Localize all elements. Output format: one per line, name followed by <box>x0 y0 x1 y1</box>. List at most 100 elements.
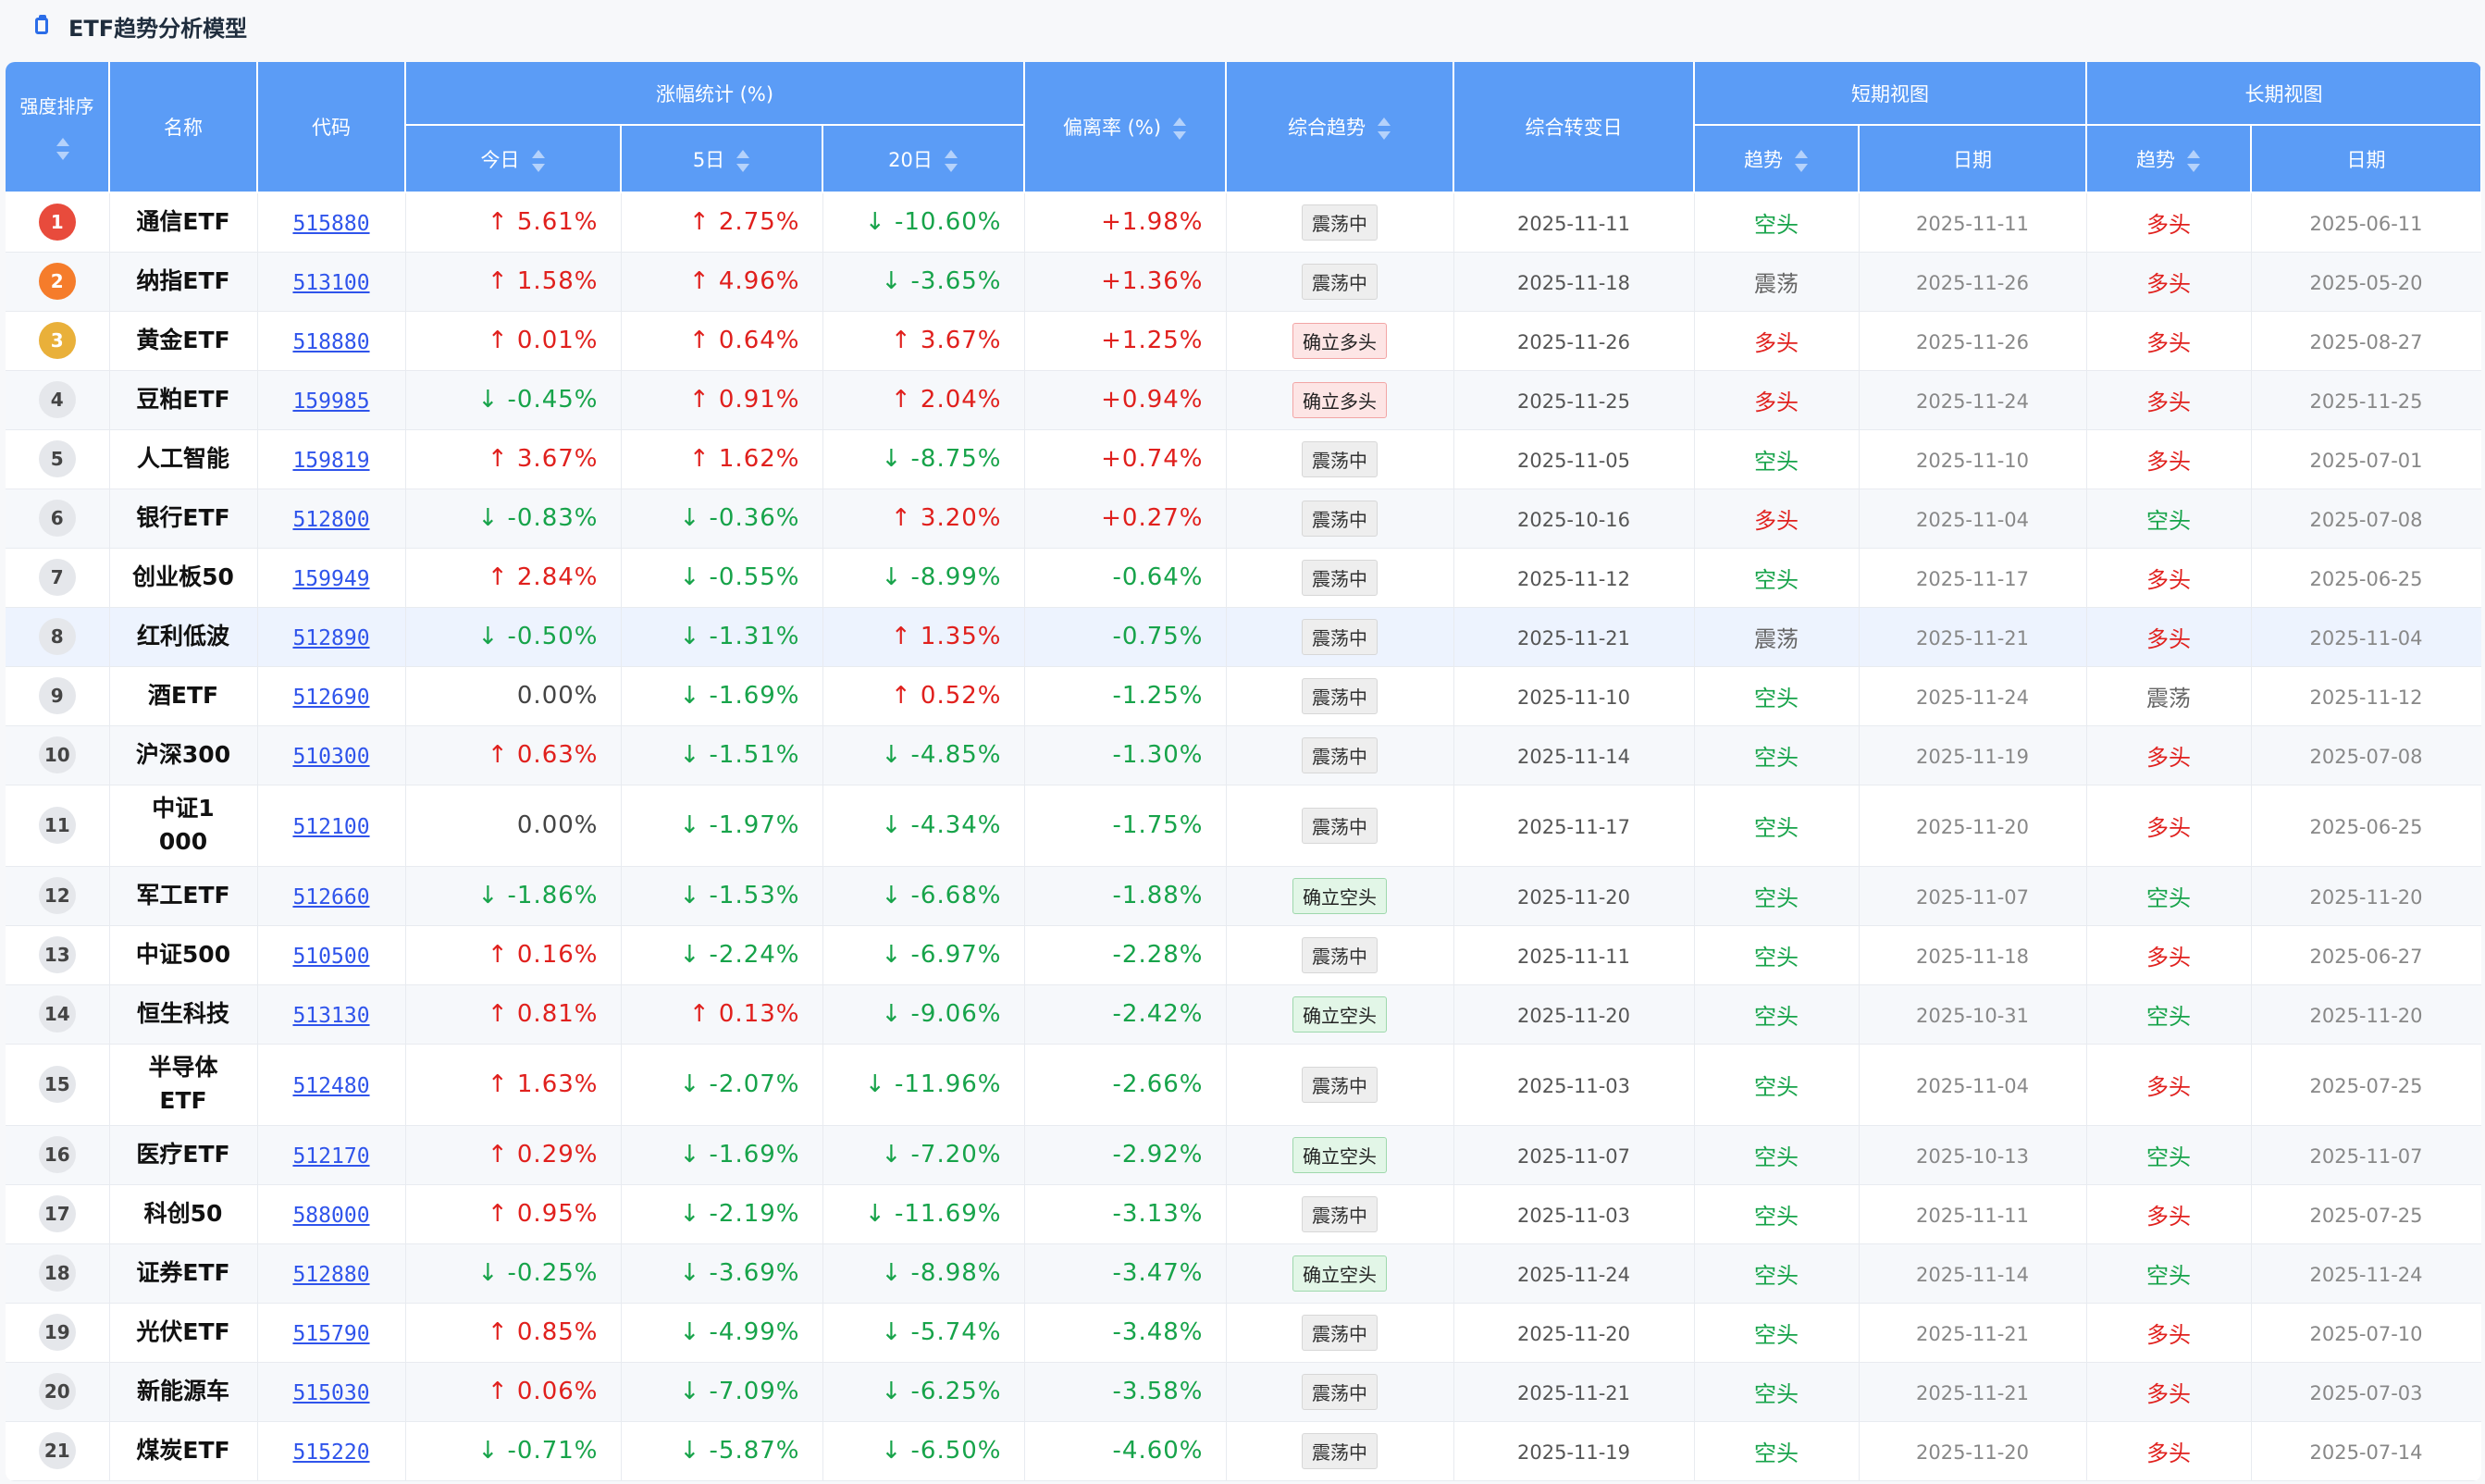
change-today-cell: ↓ -1.86% <box>405 866 622 926</box>
short-date: 2025-11-19 <box>1915 745 2030 768</box>
rank-badge: 18 <box>38 1255 76 1292</box>
table-row[interactable]: 18 证券ETF 512880 ↓ -0.25% ↓ -3.69% ↓ -8.98% -3.… <box>6 1243 2481 1304</box>
long-date-cell: 2025-06-25 <box>2251 548 2481 608</box>
deviation-value: +0.74% <box>1101 445 1204 473</box>
sort-icon[interactable] <box>1377 117 1391 140</box>
etf-name: 煤炭ETF <box>136 1437 230 1464</box>
etf-name: 恒生科技 <box>136 1000 229 1027</box>
table-row[interactable]: 13 中证500 510500 ↑ 0.16% ↓ -2.24% ↓ -6.97% -2.2… <box>6 925 2481 985</box>
rank-cell: 3 <box>6 311 110 371</box>
header-overall-trend[interactable]: 综合趋势 <box>1226 62 1455 193</box>
sort-icon[interactable] <box>56 137 70 160</box>
etf-code-link[interactable]: 515030 <box>292 1380 370 1405</box>
table-row[interactable]: 6 银行ETF 512800 ↓ -0.83% ↓ -0.36% ↑ 3.20% +0.27… <box>6 488 2481 549</box>
etf-code-link[interactable]: 588000 <box>292 1203 370 1228</box>
change-20d-value: -11.69% <box>894 1200 1002 1228</box>
rank-cell: 15 <box>6 1044 110 1126</box>
etf-code-link[interactable]: 512690 <box>292 685 370 710</box>
etf-code-link[interactable]: 512800 <box>292 507 370 532</box>
table-row[interactable]: 20 新能源车 515030 ↑ 0.06% ↓ -7.09% ↓ -6.25% -3.58… <box>6 1362 2481 1422</box>
table-row[interactable]: 21 煤炭ETF 515220 ↓ -0.71% ↓ -5.87% ↓ -6.50% -4.… <box>6 1421 2481 1481</box>
table-row[interactable]: 16 医疗ETF 512170 ↑ 0.29% ↓ -1.69% ↓ -7.20% -2.9… <box>6 1125 2481 1185</box>
header-deviation[interactable]: 偏离率 (%) <box>1024 62 1228 193</box>
etf-code-link[interactable]: 512100 <box>292 814 370 839</box>
header-20d[interactable]: 20日 <box>822 125 1026 193</box>
change-5d-value: -2.07% <box>709 1070 800 1098</box>
short-date: 2025-11-24 <box>1915 686 2030 709</box>
etf-code-link[interactable]: 512170 <box>292 1144 370 1169</box>
table-row[interactable]: 5 人工智能 159819 ↑ 3.67% ↑ 1.62% ↓ -8.75% +0.74% 震… <box>6 429 2481 489</box>
change-today-value: -0.50% <box>507 623 599 650</box>
arrow-up-icon: ↑ <box>487 1070 517 1098</box>
header-today[interactable]: 今日 <box>405 125 622 193</box>
rank-badge: 2 <box>38 263 76 300</box>
table-row[interactable]: 8 红利低波 512890 ↓ -0.50% ↓ -1.31% ↑ 1.35% -0.75%… <box>6 607 2481 667</box>
long-trend: 多头 <box>2146 329 2192 356</box>
change-5d-cell: ↑ 1.62% <box>621 429 823 489</box>
etf-code-link[interactable]: 510300 <box>292 744 370 769</box>
long-date: 2025-11-24 <box>2309 1263 2423 1286</box>
etf-code-link[interactable]: 512480 <box>292 1073 370 1098</box>
change-today-cell: 0.00% <box>405 666 622 726</box>
sort-icon[interactable] <box>1794 149 1809 172</box>
etf-code-link[interactable]: 512890 <box>292 625 370 650</box>
header-rank[interactable]: 强度排序 <box>6 62 110 193</box>
etf-code-link[interactable]: 513100 <box>292 270 370 295</box>
table-row[interactable]: 4 豆粕ETF 159985 ↓ -0.45% ↑ 0.91% ↑ 2.04% +0.94%… <box>6 370 2481 430</box>
etf-code-link[interactable]: 513130 <box>292 1003 370 1028</box>
etf-code-link[interactable]: 512880 <box>292 1262 370 1287</box>
name-cell: 酒ETF <box>109 666 258 726</box>
table-row[interactable]: 10 沪深300 510300 ↑ 0.63% ↓ -1.51% ↓ -4.85% -1.3… <box>6 725 2481 785</box>
etf-code-link[interactable]: 515790 <box>292 1321 370 1346</box>
table-row[interactable]: 12 军工ETF 512660 ↓ -1.86% ↓ -1.53% ↓ -6.68% -1.… <box>6 866 2481 926</box>
header-short-trend[interactable]: 趋势 <box>1694 125 1861 193</box>
code-cell: 159985 <box>257 370 406 430</box>
table-row[interactable]: 9 酒ETF 512690 0.00% ↓ -1.69% ↑ 0.52% -1.25% 震荡中… <box>6 666 2481 726</box>
table-row[interactable]: 3 黄金ETF 518880 ↑ 0.01% ↑ 0.64% ↑ 3.67% +1.25% 确… <box>6 311 2481 371</box>
etf-code-link[interactable]: 518880 <box>292 329 370 354</box>
header-long-trend[interactable]: 趋势 <box>2086 125 2253 193</box>
table-row[interactable]: 14 恒生科技 513130 ↑ 0.81% ↑ 0.13% ↓ -9.06% -2.42%… <box>6 984 2481 1045</box>
change-20d-value: -10.60% <box>894 208 1002 237</box>
etf-code-link[interactable]: 159819 <box>292 448 370 473</box>
etf-code-link[interactable]: 159949 <box>292 566 370 591</box>
arrow-down-icon: ↓ <box>477 882 508 909</box>
rank-cell: 20 <box>6 1362 110 1422</box>
short-trend-cell: 震荡 <box>1694 252 1860 312</box>
sort-icon[interactable] <box>1172 117 1187 140</box>
table-row[interactable]: 2 纳指ETF 513100 ↑ 1.58% ↑ 4.96% ↓ -3.65% +1.36%… <box>6 252 2481 312</box>
change-today-cell: ↑ 1.63% <box>405 1044 622 1126</box>
long-date: 2025-06-25 <box>2309 815 2423 838</box>
table-row[interactable]: 17 科创50 588000 ↑ 0.95% ↓ -2.19% ↓ -11.69% -3.1… <box>6 1184 2481 1244</box>
long-trend: 多头 <box>2146 1440 2192 1466</box>
etf-name: 通信ETF <box>136 208 230 236</box>
short-date-cell: 2025-11-19 <box>1859 725 2087 785</box>
table-row[interactable]: 1 通信ETF 515880 ↑ 5.61% ↑ 2.75% ↓ -10.60% +1.98… <box>6 192 2481 253</box>
etf-code-link[interactable]: 515220 <box>292 1440 370 1465</box>
table-row[interactable]: 7 创业板50 159949 ↑ 2.84% ↓ -0.55% ↓ -8.99% -0.64… <box>6 548 2481 608</box>
etf-code-link[interactable]: 510500 <box>292 944 370 969</box>
etf-code-link[interactable]: 512660 <box>292 884 370 909</box>
change-20d-value: -6.68% <box>910 882 1002 909</box>
change-today-cell: ↑ 1.58% <box>405 252 622 312</box>
name-cell: 纳指ETF <box>109 252 258 312</box>
change-20d-cell: ↑ 0.52% <box>822 666 1025 726</box>
table-row[interactable]: 19 光伏ETF 515790 ↑ 0.85% ↓ -4.99% ↓ -5.74% -3.4… <box>6 1303 2481 1363</box>
deviation-cell: -1.25% <box>1024 666 1227 726</box>
change-20d-value: -7.20% <box>910 1141 1002 1169</box>
change-20d-cell: ↓ -10.60% <box>822 192 1025 253</box>
etf-code-link[interactable]: 159985 <box>292 389 370 414</box>
etf-code-link[interactable]: 515880 <box>292 211 370 236</box>
table-row[interactable]: 15 半导体ETF 512480 ↑ 1.63% ↓ -2.07% ↓ -11.96% -2… <box>6 1044 2481 1126</box>
sort-icon[interactable] <box>944 149 958 172</box>
change-today-cell: ↓ -0.45% <box>405 370 622 430</box>
sort-icon[interactable] <box>531 149 546 172</box>
arrow-down-icon: ↓ <box>881 1318 911 1346</box>
table-row[interactable]: 11 中证1000 512100 0.00% ↓ -1.97% ↓ -4.34% -1.75… <box>6 785 2481 867</box>
header-5d[interactable]: 5日 <box>621 125 823 193</box>
sort-icon[interactable] <box>2186 149 2201 172</box>
turn-date-cell: 2025-11-07 <box>1453 1125 1695 1185</box>
change-20d-value: -8.75% <box>910 445 1002 473</box>
sort-icon[interactable] <box>736 149 750 172</box>
overall-trend-cell: 确立空头 <box>1226 984 1454 1045</box>
